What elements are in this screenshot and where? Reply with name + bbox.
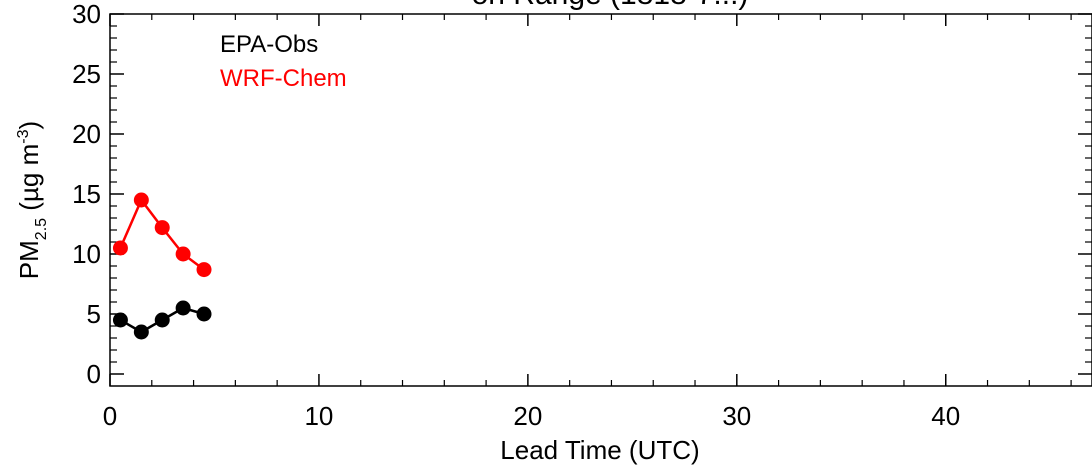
x-tick-label: 10 xyxy=(304,401,333,431)
data-point-epa-obs xyxy=(133,324,149,340)
x-tick-label: 40 xyxy=(931,401,960,431)
y-axis-label-unit: (µg m xyxy=(14,144,44,218)
y-tick-label: 30 xyxy=(72,0,101,29)
y-axis-label-subscript: 2.5 xyxy=(33,218,50,240)
data-point-epa-obs xyxy=(175,300,191,316)
data-point-wrf-chem xyxy=(175,246,191,262)
data-point-wrf-chem xyxy=(112,240,128,256)
y-tick-label: 25 xyxy=(72,59,101,89)
legend-epa-obs: EPA-Obs xyxy=(220,31,318,58)
plot-frame xyxy=(109,13,1092,387)
chart-title: on Range (1818-7...) xyxy=(472,0,749,11)
y-tick-label: 20 xyxy=(72,119,101,149)
data-point-epa-obs xyxy=(112,312,128,328)
y-axis-label-close: ) xyxy=(14,121,44,130)
x-axis-label: Lead Time (UTC) xyxy=(500,435,699,465)
x-tick-label: 0 xyxy=(103,401,117,431)
y-axis-label-main: PM xyxy=(14,240,44,279)
y-tick-label: 15 xyxy=(72,179,101,209)
y-axis: 0 5 10 15 20 25 30 xyxy=(72,0,1092,389)
data-point-wrf-chem xyxy=(154,220,170,236)
x-axis: 0 10 20 30 40 xyxy=(103,14,1072,431)
y-tick-label: 10 xyxy=(72,239,101,269)
y-tick-label: 5 xyxy=(87,299,101,329)
y-tick-label: 0 xyxy=(87,359,101,389)
x-tick-label: 20 xyxy=(513,401,542,431)
series-layer xyxy=(112,192,212,340)
data-point-epa-obs xyxy=(154,312,170,328)
x-tick-label: 30 xyxy=(722,401,751,431)
legend-wrf-chem: WRF-Chem xyxy=(220,65,347,92)
data-point-epa-obs xyxy=(196,306,212,322)
data-point-wrf-chem xyxy=(196,262,212,278)
y-axis-label: PM2.5 (µg m-3) xyxy=(14,121,50,279)
data-point-wrf-chem xyxy=(133,192,149,208)
y-axis-label-superscript: -3 xyxy=(15,129,32,143)
